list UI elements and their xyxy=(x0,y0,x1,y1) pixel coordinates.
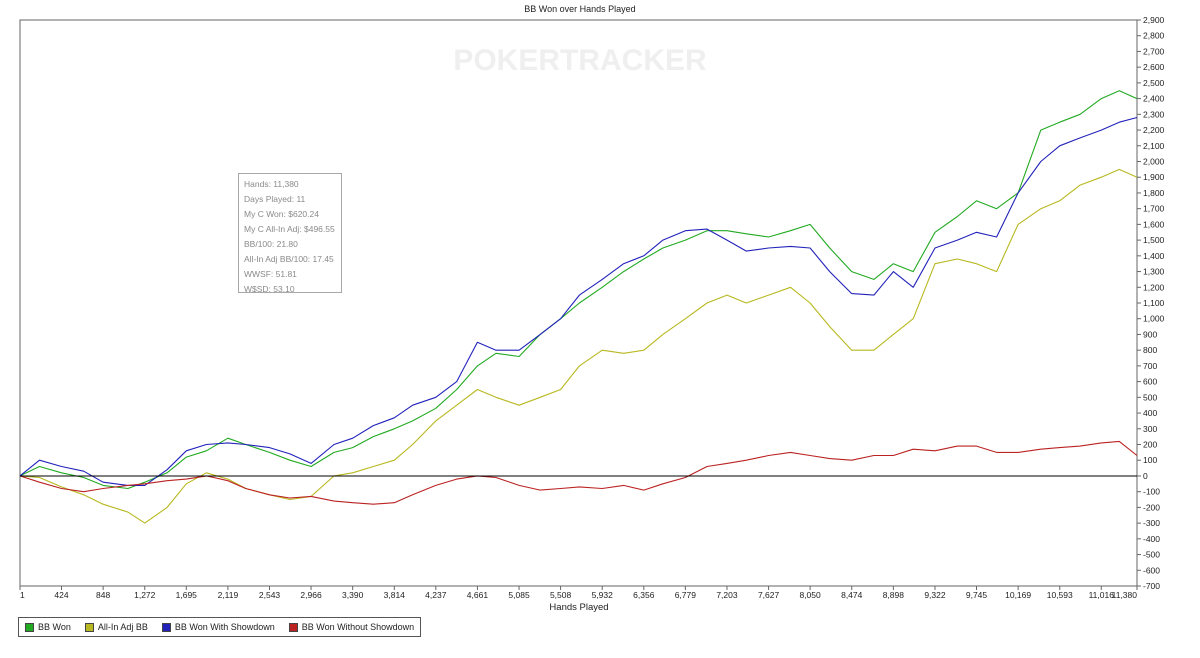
y-tick-label: 2,100 xyxy=(1143,141,1165,151)
y-tick-label: -100 xyxy=(1143,487,1160,497)
x-tick-label: 8,050 xyxy=(799,590,821,600)
x-tick-label: 2,543 xyxy=(259,590,281,600)
y-tick-label: 700 xyxy=(1143,361,1157,371)
y-tick-label: 800 xyxy=(1143,345,1157,355)
y-tick-label: 1,400 xyxy=(1143,251,1165,261)
y-tick-label: 1,000 xyxy=(1143,314,1165,324)
y-tick-label: 1,600 xyxy=(1143,219,1165,229)
series-line-2 xyxy=(19,116,1138,486)
legend-label: BB Won With Showdown xyxy=(174,622,275,632)
x-axis-label: Hands Played xyxy=(549,602,608,613)
stats-won: My C Won: $620.24 xyxy=(244,209,319,219)
y-tick-label: 2,500 xyxy=(1143,78,1165,88)
y-tick-label: 100 xyxy=(1143,455,1157,465)
y-tick-label: 600 xyxy=(1143,377,1157,387)
stats-wssd: W$SD: 53.10 xyxy=(244,284,295,294)
y-tick-label: 2,000 xyxy=(1143,157,1165,167)
x-tick-label: 5,508 xyxy=(550,590,572,600)
y-tick-label: 2,200 xyxy=(1143,125,1165,135)
x-tick-label: 3,814 xyxy=(384,590,406,600)
stats-tooltip: Hands: 11,380 Days Played: 11 My C Won: … xyxy=(238,173,342,294)
legend-label: All-In Adj BB xyxy=(97,622,148,632)
y-tick-label: 1,500 xyxy=(1143,235,1165,245)
x-tick-label: 6,779 xyxy=(675,590,697,600)
legend-swatch xyxy=(25,622,34,632)
stats-days-played: Days Played: 11 xyxy=(244,194,306,204)
y-tick-label: 1,200 xyxy=(1143,282,1165,292)
legend-label: BB Won xyxy=(38,622,71,632)
x-tick-label: 5,932 xyxy=(592,590,614,600)
y-tick-label: -500 xyxy=(1143,550,1160,560)
chart-title: BB Won over Hands Played xyxy=(524,4,635,14)
y-tick-label: -600 xyxy=(1143,565,1160,575)
y-tick-label: 1,300 xyxy=(1143,267,1165,277)
x-tick-label: 1,695 xyxy=(176,590,198,600)
legend-swatch xyxy=(84,622,94,632)
x-tick-label: 4,661 xyxy=(467,590,489,600)
x-tick-label: 5,085 xyxy=(508,590,530,600)
y-tick-label: -700 xyxy=(1143,581,1160,591)
x-tick-label: 3,390 xyxy=(342,590,364,600)
y-tick-label: 200 xyxy=(1143,440,1157,450)
y-tick-label: 0 xyxy=(1143,471,1148,481)
legend-label: BB Won Without Showdown xyxy=(301,622,415,632)
x-tick-label: 1,272 xyxy=(134,590,156,600)
y-tick-label: 1,700 xyxy=(1143,204,1165,214)
legend-item-bb-won-without-showdown[interactable]: BB Won Without Showdown xyxy=(288,622,415,632)
plot-area xyxy=(19,19,1138,587)
x-tick-label: 11,380 xyxy=(1112,590,1138,600)
y-tick-label: 900 xyxy=(1143,329,1157,339)
y-tick-label: 500 xyxy=(1143,392,1157,402)
x-tick-label: 8,898 xyxy=(883,590,905,600)
x-tick-label: 8,474 xyxy=(841,590,863,600)
x-tick-label: 10,169 xyxy=(1005,590,1031,600)
x-tick-label: 6,356 xyxy=(633,590,655,600)
legend-swatch xyxy=(288,622,298,632)
y-tick-label: 300 xyxy=(1143,424,1157,434)
stats-wwsf: WWSF: 51.81 xyxy=(244,269,297,279)
y-tick-label: 2,400 xyxy=(1143,94,1165,104)
y-tick-label: 400 xyxy=(1143,408,1157,418)
y-tick-label: -400 xyxy=(1143,534,1160,544)
x-tick-label: 7,203 xyxy=(716,590,738,600)
x-tick-label: 4,237 xyxy=(425,590,447,600)
x-tick-label: 9,745 xyxy=(966,590,988,600)
stats-hands: Hands: 11,380 xyxy=(244,179,299,189)
x-tick-label: 2,119 xyxy=(218,590,239,600)
y-tick-label: 2,300 xyxy=(1143,109,1165,119)
legend-item-bb-won-with-showdown[interactable]: BB Won With Showdown xyxy=(161,622,275,632)
watermark-text: POKERTRACKER xyxy=(453,44,707,77)
stats-allin-bb100: All-In Adj BB/100: 17.45 xyxy=(244,254,334,264)
x-tick-label: 11,016 xyxy=(1089,590,1115,600)
x-tick-label: 10,593 xyxy=(1047,590,1073,600)
x-tick-label: 7,627 xyxy=(758,590,780,600)
y-tick-label: 2,600 xyxy=(1143,62,1165,72)
legend-item-allin-adj-bb[interactable]: All-In Adj BB xyxy=(84,622,148,632)
legend-swatch xyxy=(161,622,171,632)
legend-item-bb-won[interactable]: BB Won xyxy=(25,622,71,632)
x-tick-label: 424 xyxy=(54,590,68,600)
y-tick-label: 2,800 xyxy=(1143,31,1165,41)
y-tick-label: 2,900 xyxy=(1143,15,1165,25)
y-tick-label: 1,900 xyxy=(1143,172,1165,182)
series-line-1 xyxy=(19,168,1138,524)
y-tick-label: -300 xyxy=(1143,518,1160,528)
series-line-0 xyxy=(19,90,1138,490)
x-tick-label: 1 xyxy=(20,590,25,600)
y-tick-label: 2,700 xyxy=(1143,46,1165,56)
stats-bb100: BB/100: 21.80 xyxy=(244,239,298,249)
x-tick-label: 848 xyxy=(96,590,110,600)
y-tick-label: -200 xyxy=(1143,502,1160,512)
x-tick-label: 9,322 xyxy=(924,590,946,600)
y-tick-label: 1,800 xyxy=(1143,188,1165,198)
y-tick-label: 1,100 xyxy=(1143,298,1165,308)
stats-allin-adj: My C All-In Adj: $496.55 xyxy=(244,224,335,234)
x-tick-label: 2,966 xyxy=(300,590,322,600)
chart-legend: BB Won All-In Adj BB BB Won With Showdow… xyxy=(18,617,422,637)
